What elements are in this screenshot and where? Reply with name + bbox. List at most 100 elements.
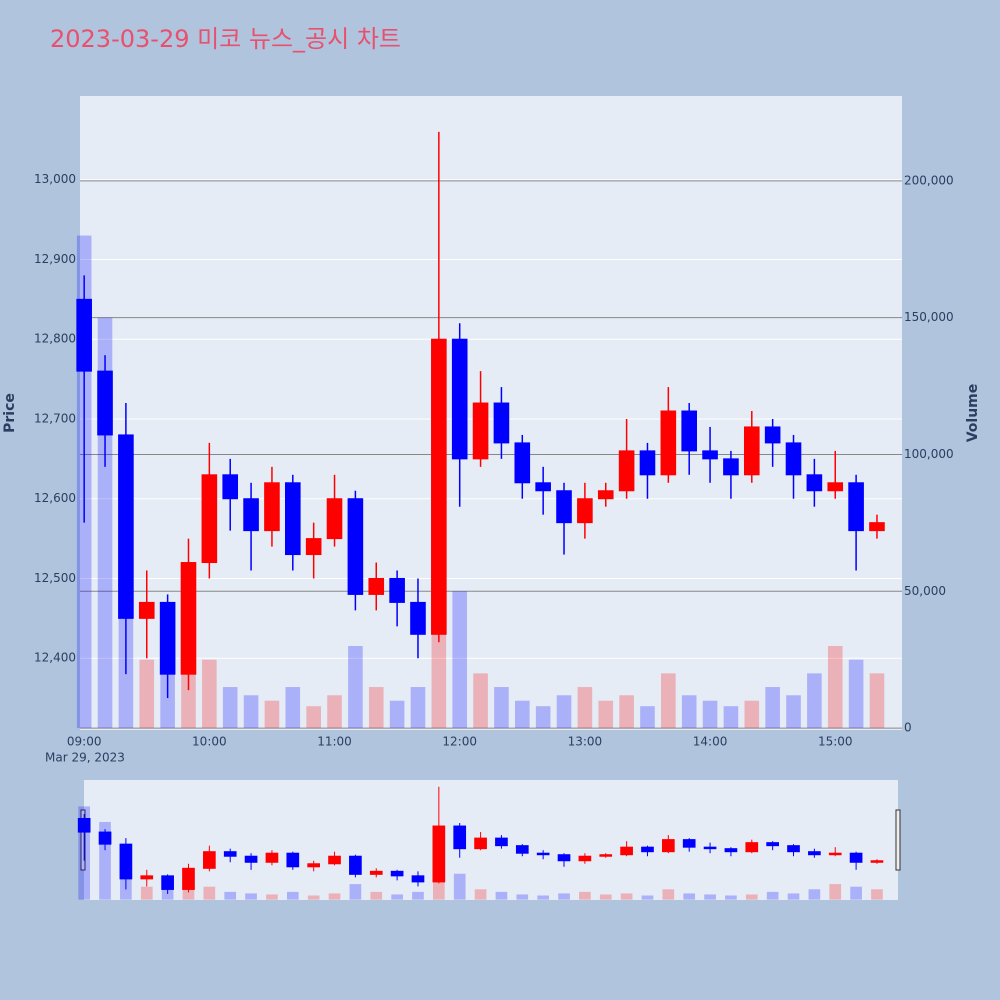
- volume-bar: [535, 706, 551, 729]
- candle-body: [265, 852, 279, 863]
- volume-bar: [473, 673, 488, 729]
- volume-bar: [765, 687, 780, 729]
- volume-bar: [702, 700, 718, 729]
- volume-bar: [579, 891, 591, 900]
- candle-body: [159, 601, 176, 675]
- volume-bar: [640, 706, 655, 729]
- candle-body: [390, 870, 404, 877]
- volume-bar: [641, 895, 654, 900]
- candle-body: [597, 490, 614, 500]
- volume-bar: [787, 893, 800, 900]
- y2-tick-label: 50,000: [904, 584, 946, 598]
- candle-body: [828, 852, 842, 856]
- volume-bar: [99, 821, 111, 900]
- volume-bar: [514, 700, 530, 729]
- x-tick-label: 10:00: [192, 735, 227, 749]
- y-tick-label: 12,800: [34, 332, 76, 346]
- candle-body: [745, 842, 759, 853]
- candle-body: [203, 851, 216, 869]
- volume-bar: [494, 687, 509, 729]
- y-tick-label: 12,400: [34, 651, 76, 665]
- candle-body: [472, 402, 489, 460]
- candle-body: [349, 855, 362, 875]
- candle-body: [618, 450, 635, 492]
- slider-handle[interactable]: [895, 809, 901, 871]
- candle-body: [389, 577, 405, 603]
- candle-body: [514, 442, 531, 484]
- volume-bar: [245, 893, 257, 900]
- volume-bar: [368, 687, 384, 729]
- volume-bar: [307, 895, 320, 900]
- x-tick-label: 15:00: [818, 735, 853, 749]
- slider-handle[interactable]: [80, 809, 86, 871]
- candle-body: [118, 434, 134, 619]
- y-tick-label: 12,500: [34, 571, 76, 585]
- candle-body: [119, 843, 133, 880]
- candle-body: [743, 426, 760, 476]
- y2-tick-label: 100,000: [904, 447, 954, 461]
- volume-bar: [328, 893, 341, 900]
- volume-bar: [869, 673, 885, 729]
- candle-body: [870, 860, 884, 863]
- candle-body: [766, 842, 779, 847]
- volume-bar: [807, 673, 822, 729]
- x-tick-label: 13:00: [568, 735, 603, 749]
- candle-body: [411, 875, 425, 883]
- volume-bar: [202, 659, 217, 729]
- candle-body: [97, 370, 113, 436]
- volume-bar: [766, 891, 779, 900]
- candle-body: [724, 848, 738, 853]
- volume-bar: [829, 884, 842, 900]
- candle-body: [723, 458, 739, 476]
- candle-body: [641, 846, 654, 853]
- volume-bar: [599, 894, 612, 900]
- candle-body: [827, 482, 844, 492]
- candle-body: [201, 474, 218, 564]
- candle-body: [577, 498, 593, 524]
- candle-body: [660, 410, 677, 476]
- candle-body: [599, 854, 613, 857]
- volume-bar: [745, 894, 758, 900]
- candle-body: [557, 854, 571, 862]
- x-tick-label: 11:00: [317, 735, 352, 749]
- volume-bar: [850, 886, 862, 900]
- candle-body: [806, 474, 823, 492]
- candle-body: [410, 601, 426, 635]
- volume-bar: [827, 645, 843, 729]
- candle-body: [536, 852, 550, 856]
- volume-bar: [412, 891, 424, 900]
- volume-bar: [327, 695, 342, 729]
- volume-bar: [848, 659, 864, 729]
- candle-body: [182, 867, 195, 890]
- range-slider[interactable]: [84, 780, 898, 900]
- candle-body: [808, 851, 821, 856]
- y-tick-label: 13,000: [34, 172, 76, 186]
- candle-body: [848, 482, 864, 532]
- volume-bar: [410, 687, 426, 729]
- volume-bar: [516, 894, 529, 900]
- candle-body: [161, 875, 174, 890]
- volume-bar: [662, 889, 675, 900]
- volume-bar: [620, 893, 633, 900]
- y-tick-label: 12,600: [34, 491, 76, 505]
- candle-body: [639, 450, 656, 476]
- candle-body: [515, 845, 529, 854]
- volume-bar: [285, 687, 301, 729]
- candle-body: [223, 851, 237, 857]
- x-tick-label: 14:00: [693, 735, 728, 749]
- y2-tick-label: 200,000: [904, 173, 954, 187]
- x-tick-label: 09:00: [67, 735, 102, 749]
- volume-bar: [224, 891, 237, 900]
- chart-title: 2023-03-29 미코 뉴스_공시 차트: [50, 25, 401, 53]
- volume-bar: [556, 695, 572, 729]
- volume-bar: [286, 891, 299, 900]
- volume-bar: [723, 706, 739, 729]
- candle-body: [285, 482, 301, 556]
- candle-body: [286, 852, 300, 868]
- volume-bar: [140, 886, 153, 900]
- volume-bar: [681, 695, 697, 729]
- candle-body: [244, 855, 258, 863]
- candle-body: [98, 831, 112, 845]
- volume-bar: [349, 884, 362, 900]
